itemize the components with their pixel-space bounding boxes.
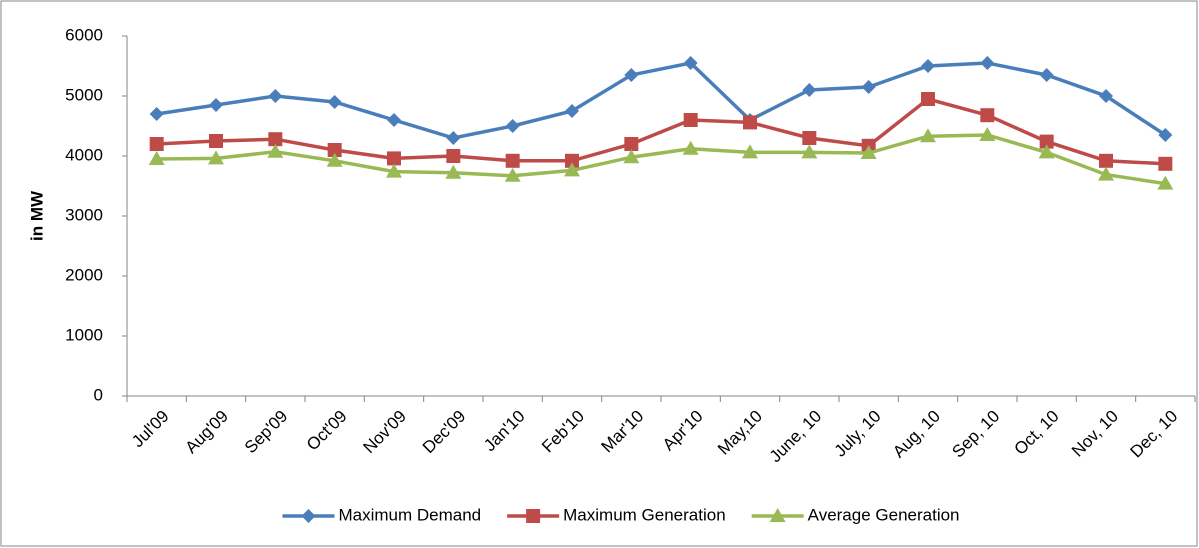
y-tick-label: 0 bbox=[94, 385, 103, 404]
data-point bbox=[327, 143, 342, 157]
y-tick-label: 3000 bbox=[65, 205, 103, 224]
data-point bbox=[149, 137, 164, 151]
y-tick-label: 1000 bbox=[65, 325, 103, 344]
data-point bbox=[921, 92, 935, 106]
data-point bbox=[504, 167, 521, 182]
legend: Maximum Demand Maximum Generation Average … bbox=[282, 505, 960, 524]
data-point bbox=[387, 151, 401, 166]
data-point bbox=[743, 115, 757, 130]
data-point bbox=[682, 140, 699, 155]
data-point bbox=[268, 89, 283, 103]
data-point bbox=[1158, 156, 1173, 171]
data-point bbox=[921, 59, 935, 73]
data-point bbox=[326, 152, 343, 167]
data-point bbox=[979, 127, 996, 141]
series-line bbox=[156, 97, 1166, 166]
data-point bbox=[920, 128, 936, 143]
y-axis-label: in MW bbox=[27, 190, 46, 241]
data-point bbox=[505, 119, 520, 133]
data-point bbox=[683, 113, 698, 127]
data-point bbox=[565, 153, 579, 168]
data-point bbox=[801, 144, 818, 159]
data-point bbox=[565, 104, 579, 118]
y-tick-label: 4000 bbox=[65, 145, 103, 164]
data-point bbox=[980, 56, 995, 70]
data-point bbox=[1039, 68, 1054, 82]
data-point bbox=[1099, 89, 1113, 103]
data-point bbox=[1039, 134, 1054, 149]
data-point bbox=[980, 108, 995, 123]
legend-label: Maximum Generation bbox=[563, 505, 726, 524]
data-point bbox=[209, 134, 223, 148]
legend-marker bbox=[301, 509, 316, 523]
data-point bbox=[387, 113, 401, 127]
data-point bbox=[268, 132, 283, 147]
data-point bbox=[1157, 175, 1174, 190]
data-point bbox=[505, 153, 520, 168]
data-point bbox=[267, 143, 284, 158]
y-tick-label: 5000 bbox=[65, 85, 103, 104]
data-point bbox=[802, 131, 817, 145]
legend-label: Maximum Demand bbox=[338, 505, 481, 524]
data-point bbox=[1099, 153, 1113, 168]
legend-marker bbox=[769, 508, 786, 522]
data-point bbox=[860, 145, 877, 159]
data-point bbox=[624, 137, 639, 151]
data-point bbox=[149, 107, 164, 121]
data-point bbox=[148, 151, 165, 165]
data-point bbox=[327, 95, 342, 109]
data-point bbox=[446, 131, 461, 145]
series-line bbox=[156, 133, 1166, 186]
series-line bbox=[156, 61, 1167, 140]
data-point bbox=[445, 164, 462, 179]
data-point bbox=[802, 83, 817, 97]
y-tick-label: 6000 bbox=[65, 25, 103, 44]
data-point bbox=[683, 56, 698, 70]
data-point bbox=[1098, 166, 1114, 181]
data-point bbox=[446, 149, 461, 163]
data-point bbox=[564, 162, 580, 177]
data-point bbox=[861, 80, 876, 94]
data-point bbox=[209, 98, 223, 112]
y-tick-label: 2000 bbox=[65, 265, 103, 284]
legend-marker bbox=[526, 509, 541, 523]
data-point bbox=[386, 163, 402, 178]
data-point bbox=[208, 150, 224, 165]
data-point bbox=[1038, 144, 1055, 159]
data-point bbox=[624, 68, 639, 82]
data-point bbox=[623, 149, 640, 164]
data-point bbox=[1158, 128, 1173, 142]
data-point bbox=[742, 144, 758, 159]
legend-label: Average Generation bbox=[808, 505, 960, 524]
